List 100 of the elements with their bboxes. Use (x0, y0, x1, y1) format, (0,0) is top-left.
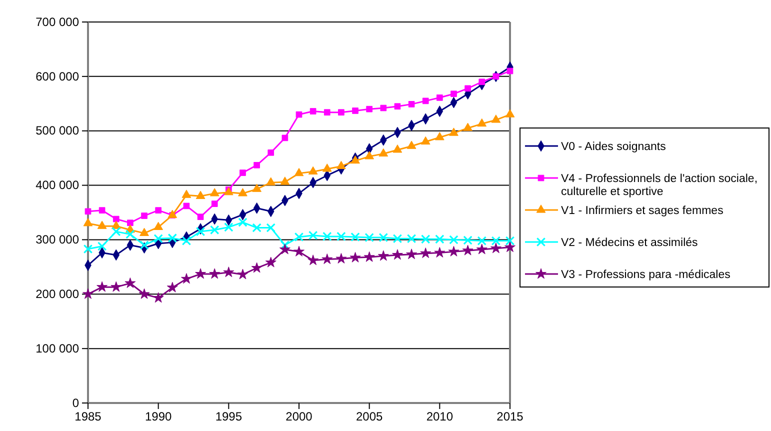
point (478, 78, 486, 86)
x-tick-label: 1985 (74, 410, 102, 424)
point (392, 144, 402, 153)
point (420, 234, 430, 244)
point (449, 235, 458, 244)
x-tick-label: 1995 (215, 410, 242, 424)
point (166, 282, 178, 292)
point (322, 164, 332, 172)
point (155, 207, 162, 214)
point (464, 85, 471, 92)
point (251, 262, 262, 273)
point (154, 222, 164, 230)
legend-label: V2 - Médecins et assimilés (561, 237, 698, 249)
point (112, 216, 120, 222)
y-tick-label: 600 000 (36, 69, 80, 84)
point (491, 114, 501, 123)
point (505, 109, 515, 118)
point (268, 149, 274, 156)
y-tick-label: 100 000 (36, 341, 80, 356)
point (252, 184, 262, 192)
point (124, 278, 136, 288)
point (408, 101, 415, 108)
point (280, 176, 290, 185)
y-tick-label: 300 000 (36, 232, 80, 247)
point (168, 233, 178, 243)
point (449, 128, 458, 136)
point (238, 188, 248, 196)
point (196, 226, 206, 236)
legend-label: V3 - Professions para -médicales (561, 269, 731, 281)
x-tick-label: 2005 (356, 410, 384, 424)
point (420, 248, 432, 258)
point (336, 253, 347, 264)
point (84, 208, 92, 215)
point (96, 281, 108, 292)
point (491, 236, 501, 246)
y-tick-label: 0 (72, 396, 80, 410)
point (448, 246, 460, 256)
point (209, 268, 220, 279)
point (352, 108, 358, 114)
point (434, 132, 444, 140)
y-tick-label: 400 000 (36, 178, 80, 192)
point (350, 155, 360, 164)
point (252, 223, 262, 232)
point (152, 292, 164, 303)
point (97, 220, 107, 229)
point (378, 232, 388, 242)
legend-label: V4 - Professionnels de l'action sociale, culturelle et sportive (561, 173, 758, 198)
point (422, 98, 429, 104)
point (505, 236, 515, 246)
point (380, 104, 387, 112)
y-tick-label: 700 000 (36, 14, 80, 29)
point (450, 90, 457, 98)
point (406, 234, 416, 244)
point (240, 170, 246, 176)
point (392, 234, 402, 244)
point (279, 244, 290, 254)
point (97, 242, 107, 251)
point (324, 109, 330, 116)
point (434, 247, 446, 258)
point (477, 236, 486, 246)
x-tick-label: 2000 (286, 410, 313, 424)
point (126, 230, 135, 239)
point (211, 200, 218, 207)
point (195, 268, 206, 279)
point (463, 122, 472, 131)
x-tick-label: 1990 (144, 410, 172, 424)
point (336, 160, 346, 170)
point (336, 232, 346, 242)
point (477, 118, 487, 127)
point (350, 252, 361, 262)
point (322, 232, 332, 242)
point (294, 168, 304, 176)
point (224, 186, 234, 196)
point (490, 242, 502, 254)
point (364, 251, 375, 262)
point (140, 240, 149, 250)
point (223, 266, 234, 278)
point (83, 218, 93, 226)
point (506, 68, 514, 74)
point (406, 248, 418, 260)
point (110, 281, 122, 292)
point (182, 190, 192, 198)
point (266, 177, 276, 186)
point (366, 106, 372, 112)
point (183, 202, 190, 210)
point (364, 151, 374, 160)
point (196, 190, 206, 199)
point (392, 249, 403, 260)
point (168, 210, 178, 218)
point (127, 220, 134, 226)
point (197, 214, 204, 220)
point (492, 73, 500, 80)
point (141, 212, 148, 219)
point (280, 240, 290, 250)
point (308, 254, 319, 266)
point (350, 232, 360, 242)
point (254, 162, 260, 168)
point (210, 225, 220, 235)
point (378, 250, 389, 261)
point (394, 103, 401, 110)
